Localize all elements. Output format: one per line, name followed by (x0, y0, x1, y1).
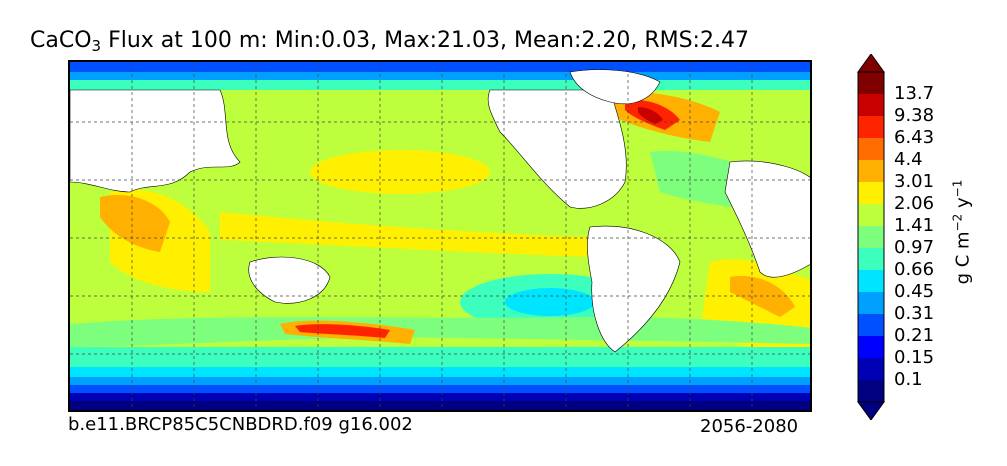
colorbar-bin (858, 380, 884, 403)
colorbar-bin (858, 182, 884, 205)
ocean-flux-map (70, 62, 810, 410)
contour-arabian-sea (100, 194, 170, 252)
colorbar-tick-label: 0.31 (894, 303, 935, 324)
colorbar-tick-label: 2.06 (894, 193, 935, 214)
contour-arctic-2 (70, 72, 810, 80)
colorbar-bin (858, 138, 884, 161)
colorbar-min-arrow (857, 401, 885, 420)
land-australia (248, 256, 331, 304)
contour-southern-ocean-2 (70, 367, 810, 377)
colorbar-bin (858, 270, 884, 293)
colorbar-bin (858, 336, 884, 359)
contour-southern-ocean-3 (70, 377, 810, 385)
contour-southern-ocean-5 (70, 393, 810, 401)
colorbar-tick-label: 3.01 (894, 171, 935, 192)
contour-southern-ocean-4 (70, 385, 810, 393)
colorbar-bin (858, 314, 884, 337)
run-identifier: b.e11.BRCP85C5CNBDRD.f09 g16.002 (68, 414, 413, 435)
land-north-america (487, 89, 627, 209)
colorbar-bin (858, 160, 884, 183)
map-title: CaCO3 Flux at 100 m: Min:0.03, Max:21.03… (30, 28, 749, 55)
contour-north-atlantic-peak (638, 107, 663, 124)
colorbar-tick-label: 9.38 (894, 105, 935, 126)
contour-south-pacific-gyre-core (505, 288, 595, 316)
contour-equatorial-pacific (220, 212, 590, 257)
colorbar-tick-label: 0.66 (894, 259, 935, 280)
colorbar-tick-label: 0.21 (894, 325, 935, 346)
contour-arctic-3 (70, 80, 810, 90)
colorbar-bin (858, 292, 884, 315)
land-greenland (569, 69, 661, 105)
contour-brazil-current (730, 276, 795, 317)
colorbar-tick-label: 0.1 (894, 369, 923, 390)
colorbar (857, 54, 885, 420)
colorbar-tick-label: 0.97 (894, 237, 935, 258)
contour-tasman-core (295, 324, 390, 338)
map-panel (68, 60, 812, 412)
contour-southern-ocean-1 (70, 347, 810, 367)
land-asia (70, 89, 241, 193)
time-period: 2056-2080 (700, 416, 799, 437)
colorbar-tick-label: 0.15 (894, 347, 935, 368)
contour-arctic-1 (70, 62, 810, 72)
colorbar-tick-label: 0.45 (894, 281, 935, 302)
land-south-america (587, 225, 681, 353)
colorbar-bin (858, 248, 884, 271)
colorbar-units: g C m−2 y−1 (950, 179, 974, 285)
land-africa (724, 160, 810, 278)
colorbar-bin (858, 226, 884, 249)
colorbar-bin (858, 94, 884, 117)
colorbar-tick-label: 1.41 (894, 215, 935, 236)
colorbar-bin (858, 72, 884, 95)
colorbar-bin (858, 116, 884, 139)
colorbar-tick-label: 6.43 (894, 127, 935, 148)
colorbar-tick-label: 13.7 (894, 83, 935, 104)
colorbar-bin (858, 204, 884, 227)
contour-southern-ocean-6 (70, 401, 810, 410)
colorbar-bin (858, 358, 884, 381)
graticule (70, 62, 810, 410)
contour-north-pacific-gyre (310, 150, 490, 194)
colorbar-tick-label: 4.4 (894, 149, 923, 170)
colorbar-max-arrow (857, 54, 885, 73)
